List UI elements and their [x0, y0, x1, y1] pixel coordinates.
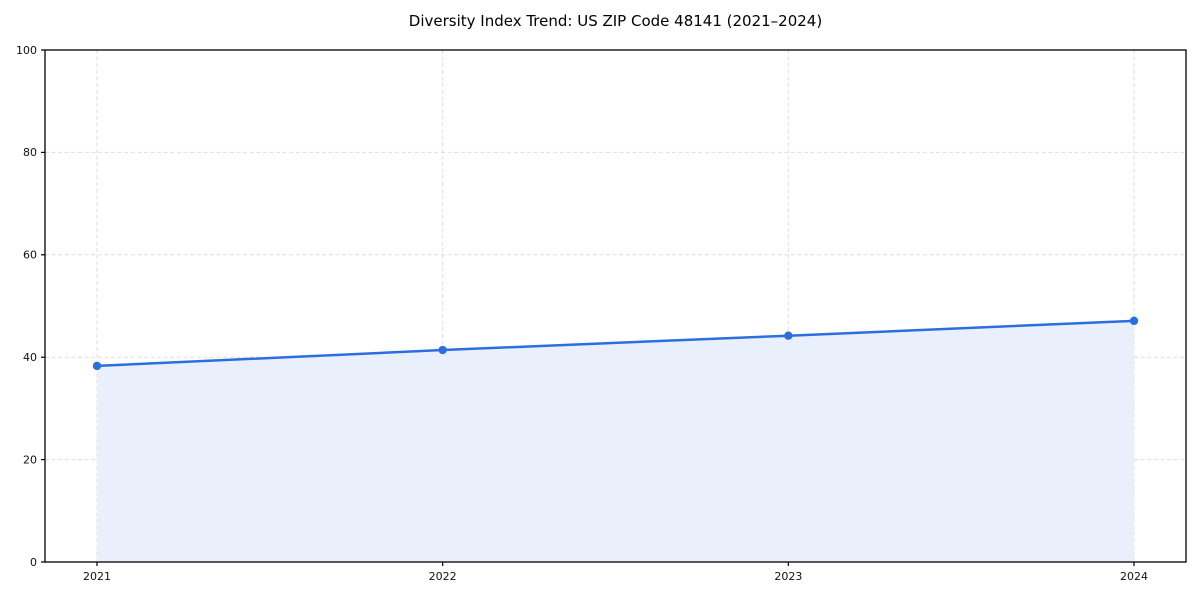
x-tick-label: 2021 [83, 570, 111, 583]
x-tick-label: 2022 [429, 570, 457, 583]
y-tick-label: 80 [23, 146, 37, 159]
y-tick-label: 20 [23, 453, 37, 466]
data-point-2023 [784, 331, 793, 340]
y-tick-label: 100 [16, 44, 37, 57]
area-fill [97, 320, 1134, 562]
x-tick-label: 2024 [1120, 570, 1148, 583]
y-tick-label: 40 [23, 351, 37, 364]
y-tick-label: 0 [30, 556, 37, 569]
trend-line [95, 319, 1136, 368]
y-tick-label: 60 [23, 249, 37, 262]
plot-border [44, 49, 1187, 563]
chart-title: Diversity Index Trend: US ZIP Code 48141… [408, 12, 823, 30]
data-point-2022 [438, 345, 447, 355]
data-point-2021 [92, 361, 102, 371]
x-tick-label: 2023 [774, 570, 802, 583]
data-point-2024 [1129, 316, 1139, 326]
